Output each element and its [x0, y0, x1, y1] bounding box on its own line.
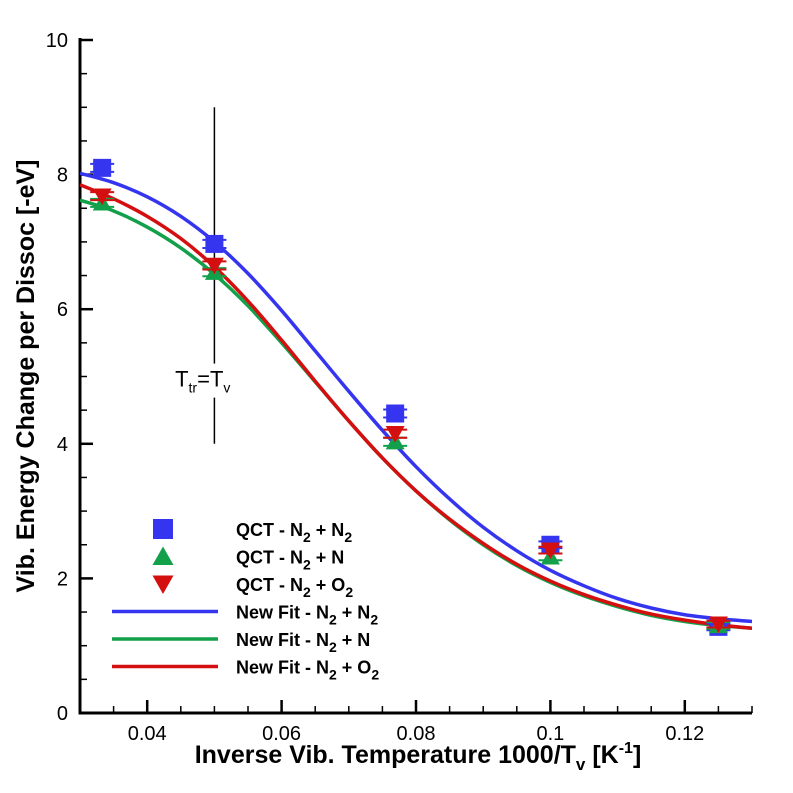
- y-tick-label: 0: [57, 703, 68, 725]
- x-tick-label: 0.04: [128, 723, 167, 745]
- y-tick-label: 6: [57, 299, 68, 321]
- y-tick-label: 2: [57, 568, 68, 590]
- legend-label: QCT - N2 + N2: [236, 520, 352, 545]
- x-ticks: 0.04 0.06 0.08 0.1 0.12: [79, 700, 753, 745]
- y-tick-label: 8: [57, 165, 68, 187]
- data-point-triangle-down: [92, 188, 112, 206]
- annotation-label-background: [168, 363, 261, 398]
- x-tick-label: 0.12: [665, 723, 704, 745]
- legend-label: New Fit - N2 + O2: [236, 658, 379, 683]
- data-point-triangle-down: [540, 542, 560, 560]
- x-tick-label: 0.06: [262, 723, 301, 745]
- y-ticks: 0 2 4 6 8 10: [46, 30, 93, 725]
- legend-label: New Fit - N2 + N: [236, 630, 370, 655]
- x-tick-label: 0.1: [536, 723, 564, 745]
- legend-label: QCT - N2 + O2: [236, 575, 353, 600]
- ttr-equals-tv-label: Ttr=Tv: [175, 367, 230, 396]
- y-tick-label: 10: [46, 30, 68, 52]
- data-point-square: [386, 404, 405, 423]
- y-axis-title: Vib. Energy Change per Dissoc [-eV]: [12, 160, 40, 593]
- legend-label: QCT - N2 + N: [236, 548, 344, 573]
- legend-symbol-square: [153, 519, 173, 539]
- legend-label: New Fit - N2 + N2: [236, 603, 378, 628]
- data-point-triangle-down: [385, 426, 405, 443]
- series-lines: [80, 171, 752, 630]
- x-axis-title: Inverse Vib. Temperature 1000/Tv [K-1]: [195, 740, 642, 774]
- fit-curve-2: [80, 198, 752, 630]
- data-point-square: [205, 234, 224, 253]
- fit-curve-3: [80, 183, 752, 630]
- x-tick-label: 0.08: [397, 723, 436, 745]
- fit-curve-1: [80, 171, 752, 624]
- legend-symbol-triangle-down: [152, 575, 174, 594]
- data-point-triangle-down: [708, 616, 728, 634]
- data-point-triangle-down: [204, 257, 224, 275]
- legend-symbol-triangle-up: [152, 546, 174, 565]
- y-tick-label: 4: [57, 434, 68, 456]
- data-point-square: [93, 158, 112, 177]
- series-markers: [90, 158, 731, 636]
